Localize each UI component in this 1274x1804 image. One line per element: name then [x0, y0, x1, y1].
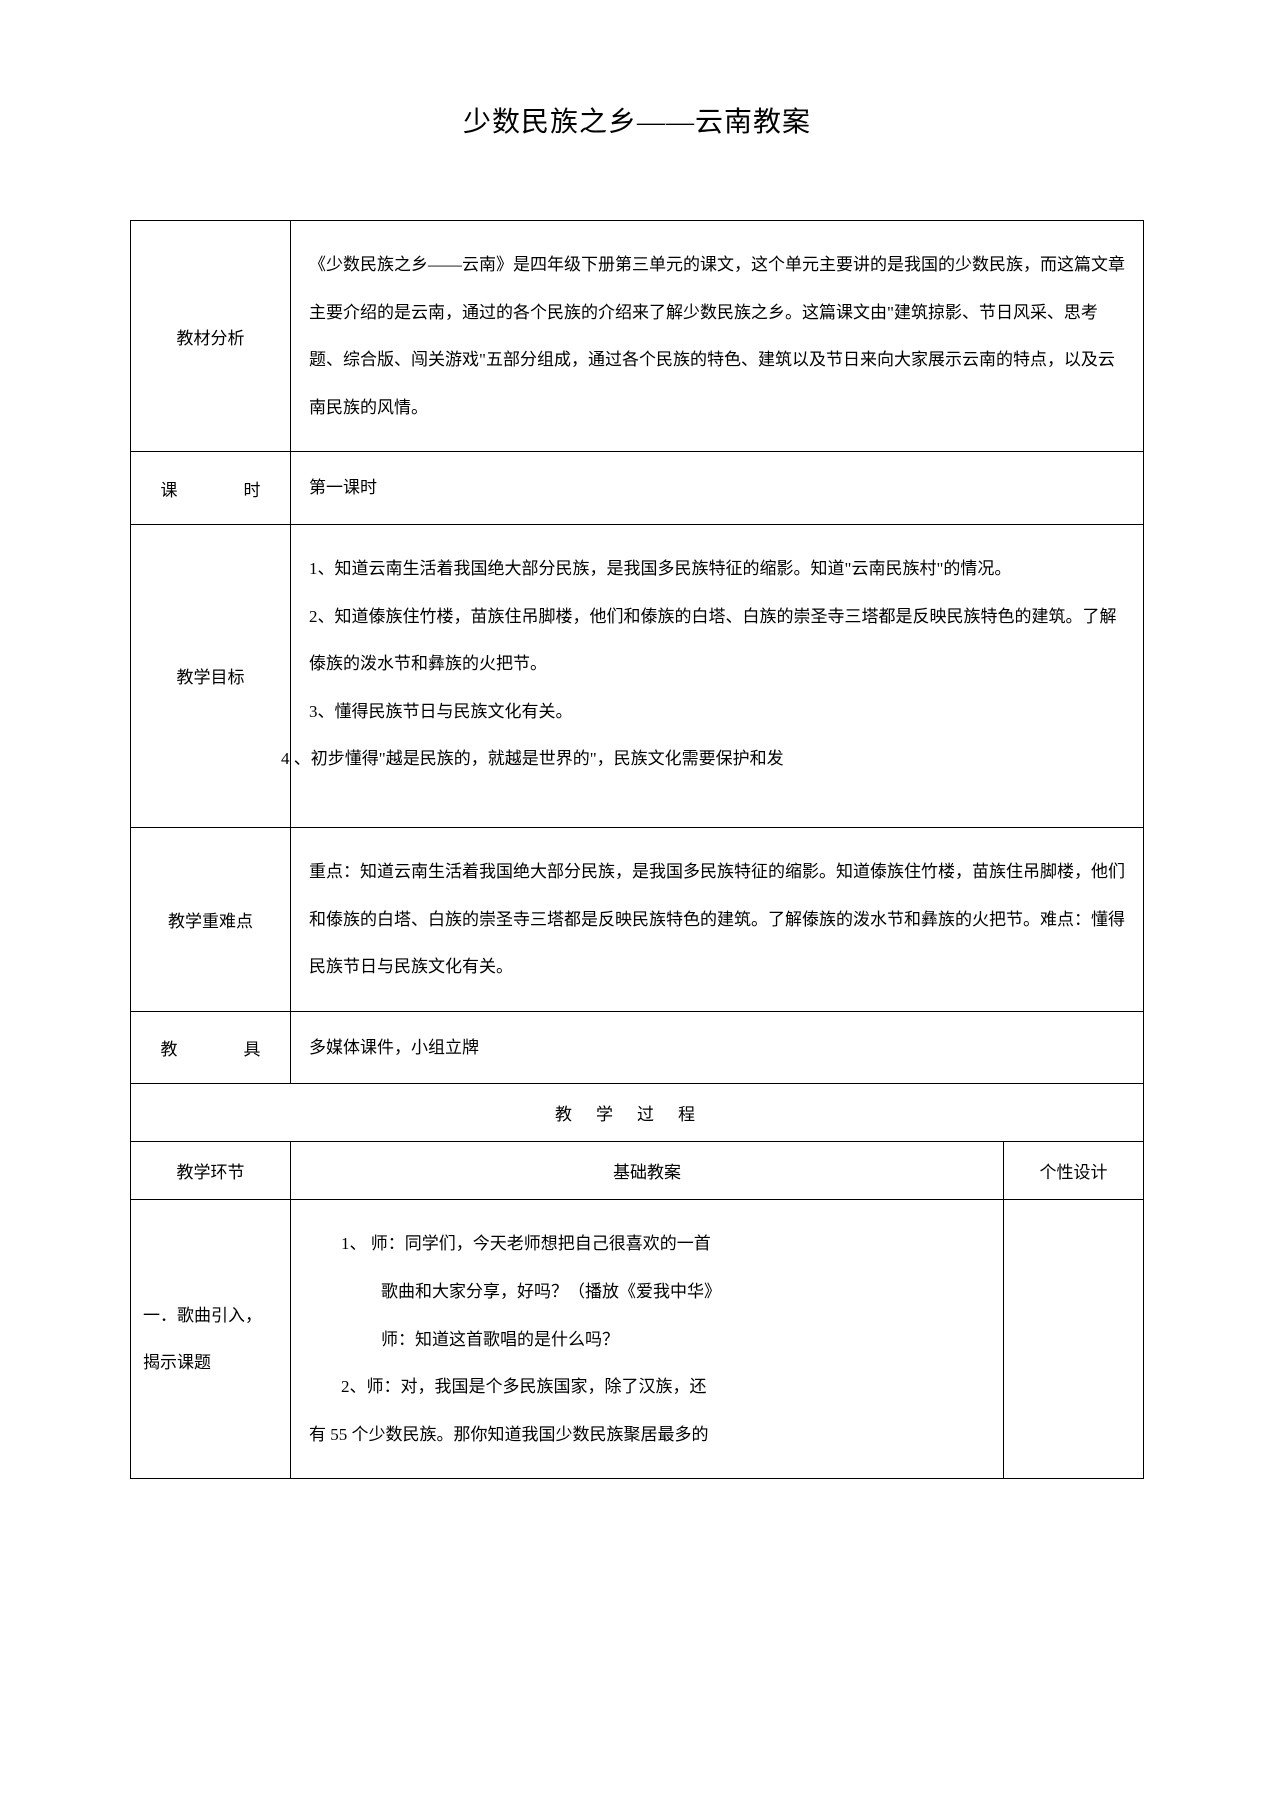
label-tools: 教具	[131, 1011, 291, 1084]
row-period: 课时 第一课时	[131, 452, 1144, 525]
subheader-base-plan: 基础教案	[291, 1142, 1004, 1200]
stage1-label: 一．歌曲引入， 揭示课题	[131, 1200, 291, 1479]
stage1-custom	[1004, 1200, 1144, 1479]
label-objectives: 教学目标	[131, 524, 291, 827]
row-stage-1: 一．歌曲引入， 揭示课题 1、 师：同学们，今天老师想把自己很喜欢的一首 歌曲和…	[131, 1200, 1144, 1479]
content-material-analysis: 《少数民族之乡——云南》是四年级下册第三单元的课文，这个单元主要讲的是我国的少数…	[291, 221, 1144, 452]
label-material-analysis: 教材分析	[131, 221, 291, 452]
row-objectives: 教学目标 1、知道云南生活着我国绝大部分民族，是我国多民族特征的缩影。知道"云南…	[131, 524, 1144, 827]
objective-item-2: 2、知道傣族住竹楼，苗族住吊脚楼，他们和傣族的白塔、白族的崇圣寺三塔都是反映民族…	[309, 593, 1125, 688]
content-tools: 多媒体课件，小组立牌	[291, 1011, 1144, 1084]
lesson-plan-table: 教材分析 《少数民族之乡——云南》是四年级下册第三单元的课文，这个单元主要讲的是…	[130, 220, 1144, 1479]
stage1-line4: 2、师：对，我国是个多民族国家，除了汉族，还	[309, 1363, 985, 1411]
subheader-stage: 教学环节	[131, 1142, 291, 1200]
objective-item-3: 3、懂得民族节日与民族文化有关。	[309, 688, 1125, 736]
row-key-difficulty: 教学重难点 重点：知道云南生活着我国绝大部分民族，是我国多民族特征的缩影。知道傣…	[131, 827, 1144, 1011]
row-sub-headers: 教学环节 基础教案 个性设计	[131, 1142, 1144, 1200]
content-objectives: 1、知道云南生活着我国绝大部分民族，是我国多民族特征的缩影。知道"云南民族村"的…	[291, 524, 1144, 827]
content-period: 第一课时	[291, 452, 1144, 525]
label-period: 课时	[131, 452, 291, 525]
stage1-line3: 师：知道这首歌唱的是什么吗？	[309, 1316, 985, 1364]
row-material-analysis: 教材分析 《少数民族之乡——云南》是四年级下册第三单元的课文，这个单元主要讲的是…	[131, 221, 1144, 452]
subheader-custom: 个性设计	[1004, 1142, 1144, 1200]
stage1-line2: 歌曲和大家分享，好吗？（播放《爱我中华》	[309, 1268, 985, 1316]
content-key-difficulty: 重点：知道云南生活着我国绝大部分民族，是我国多民族特征的缩影。知道傣族住竹楼，苗…	[291, 827, 1144, 1011]
stage1-line1: 1、 师：同学们，今天老师想把自己很喜欢的一首	[309, 1220, 985, 1268]
stage1-label-line1: 一．歌曲引入，	[143, 1292, 282, 1340]
row-process-header: 教学过程	[131, 1084, 1144, 1142]
stage1-line5: 有 55 个少数民族。那你知道我国少数民族聚居最多的	[309, 1411, 985, 1459]
stage1-content: 1、 师：同学们，今天老师想把自己很喜欢的一首 歌曲和大家分享，好吗？（播放《爱…	[291, 1200, 1004, 1479]
row-tools: 教具 多媒体课件，小组立牌	[131, 1011, 1144, 1084]
stage1-label-line2: 揭示课题	[143, 1339, 282, 1387]
objective-item-1: 1、知道云南生活着我国绝大部分民族，是我国多民族特征的缩影。知道"云南民族村"的…	[309, 545, 1125, 593]
process-header: 教学过程	[131, 1084, 1144, 1142]
page-title: 少数民族之乡——云南教案	[130, 100, 1144, 140]
label-key-difficulty: 教学重难点	[131, 827, 291, 1011]
objective-item-4: 4 、初步懂得"越是民族的，就越是世界的"，民族文化需要保护和发	[281, 735, 1097, 783]
